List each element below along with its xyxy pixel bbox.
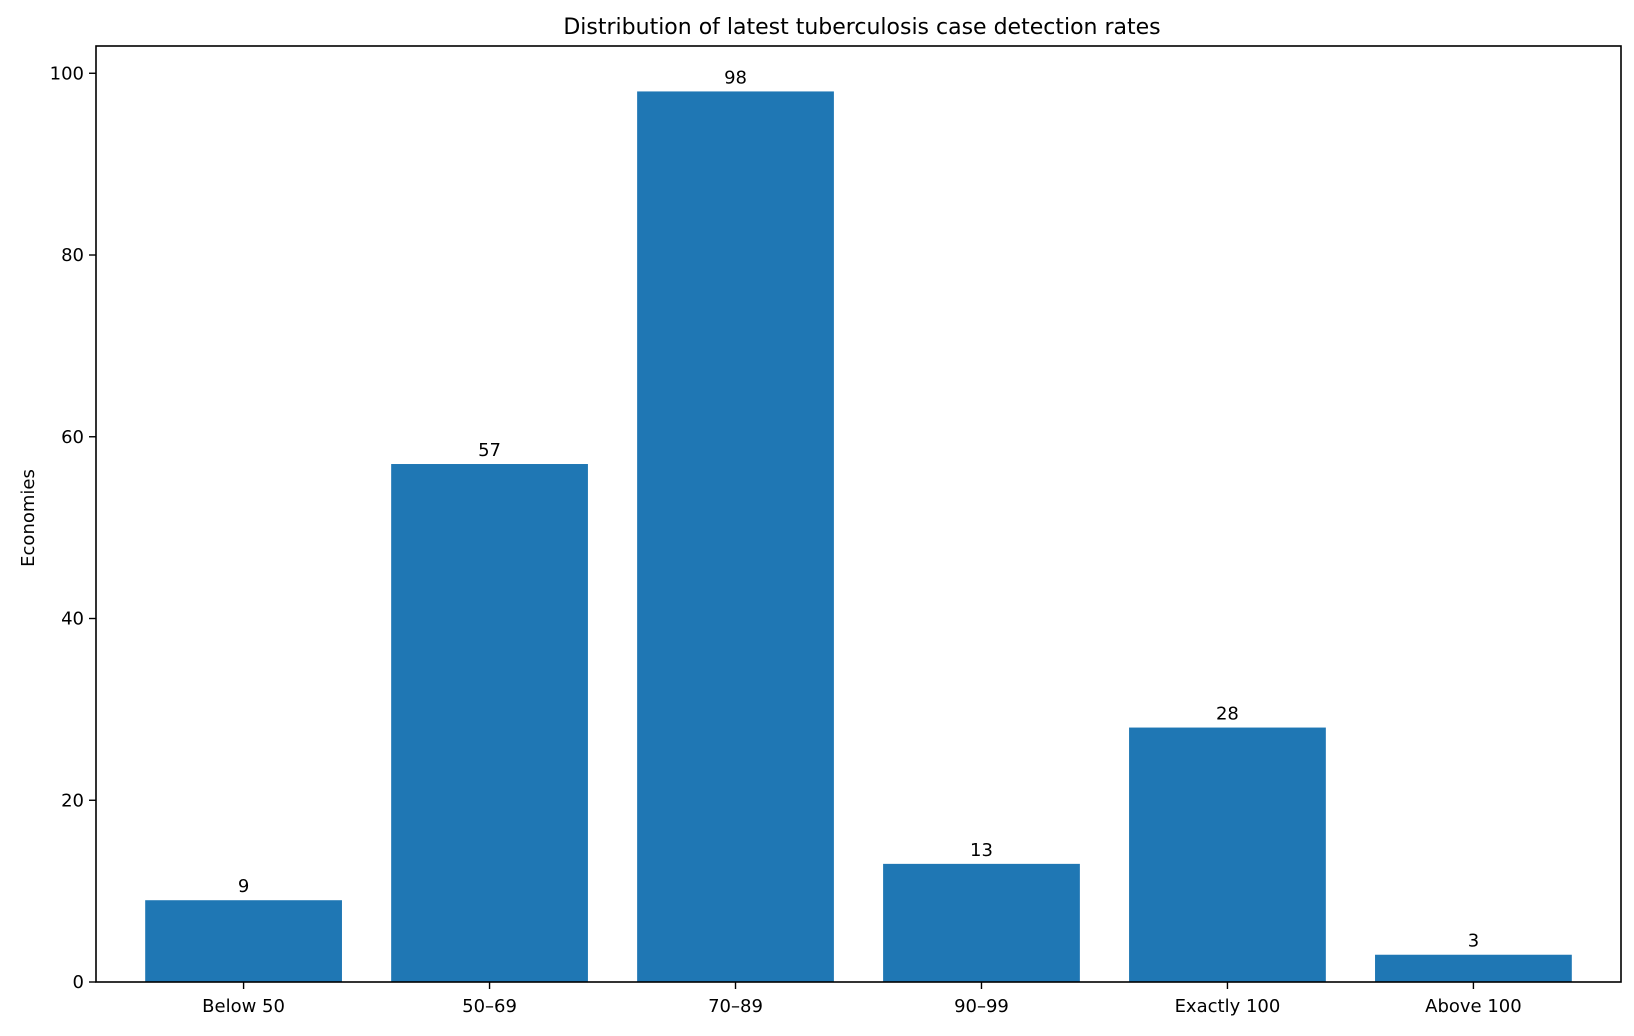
x-tick-label: Below 50 bbox=[202, 996, 285, 1017]
bar bbox=[883, 863, 1080, 982]
y-axis-label: Economies bbox=[18, 469, 39, 567]
bars-group: 9 57 98 13 28 3 bbox=[145, 67, 1572, 982]
y-tick-label: 20 bbox=[61, 790, 84, 811]
bar-value-label: 9 bbox=[238, 876, 249, 897]
chart-title: Distribution of latest tuberculosis case… bbox=[563, 15, 1160, 40]
bar bbox=[391, 464, 588, 982]
y-tick-label: 0 bbox=[73, 972, 84, 993]
plot-frame bbox=[95, 45, 1622, 983]
x-tick-label: Exactly 100 bbox=[1175, 996, 1281, 1017]
y-tick-label: 100 bbox=[50, 63, 84, 84]
bar bbox=[1129, 727, 1326, 982]
x-tick-label: 70–89 bbox=[708, 996, 763, 1017]
y-axis-ticks: 0 20 40 60 80 100 bbox=[50, 63, 96, 993]
y-tick-label: 80 bbox=[61, 245, 84, 266]
y-tick-label: 40 bbox=[61, 609, 84, 630]
x-axis-ticks: Below 50 50–69 70–89 90–99 Exactly 100 Above … bbox=[202, 982, 1522, 1017]
x-tick-label: Above 100 bbox=[1425, 996, 1522, 1017]
bar bbox=[1375, 954, 1572, 982]
bar-value-label: 3 bbox=[1468, 931, 1479, 952]
x-tick-label: 90–99 bbox=[954, 996, 1009, 1017]
bar bbox=[145, 900, 342, 982]
bar-value-label: 57 bbox=[478, 440, 501, 461]
bar bbox=[637, 91, 834, 982]
x-tick-label: 50–69 bbox=[462, 996, 517, 1017]
y-tick-label: 60 bbox=[61, 427, 84, 448]
bar-value-label: 13 bbox=[970, 840, 993, 861]
bar-value-label: 28 bbox=[1216, 704, 1239, 725]
bar-value-label: 98 bbox=[724, 67, 747, 88]
